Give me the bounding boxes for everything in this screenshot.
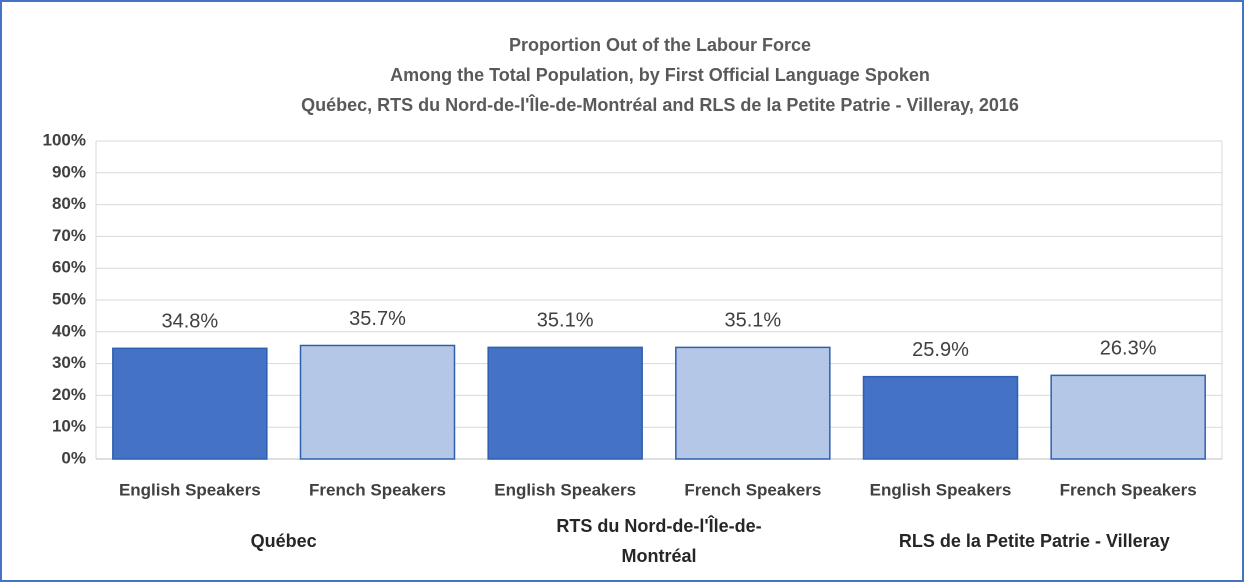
y-tick-label: 40% — [52, 321, 86, 340]
chart-title: Québec, RTS du Nord-de-l'Île-de-Montréal… — [301, 94, 1019, 115]
y-tick-label: 100% — [43, 130, 86, 149]
data-label: 35.1% — [537, 310, 594, 332]
data-label: 35.1% — [724, 310, 781, 332]
data-label: 34.8% — [161, 311, 218, 333]
bar — [675, 346, 831, 460]
y-tick-label: 30% — [52, 353, 86, 372]
x-tick-label: English Speakers — [119, 480, 261, 499]
y-tick-label: 50% — [52, 289, 86, 308]
group-label: RTS du Nord-de-l'Île-de-Montréal — [556, 516, 762, 566]
y-tick-label: 80% — [52, 194, 86, 213]
y-tick-label: 70% — [52, 226, 86, 245]
data-label: 26.3% — [1100, 338, 1157, 360]
data-label: 25.9% — [912, 339, 969, 361]
y-tick-label: 0% — [61, 448, 86, 467]
group-label: Québec — [250, 531, 317, 551]
bar — [112, 347, 268, 460]
chart-title: Among the Total Population, by First Off… — [390, 65, 930, 85]
group-label: RLS de la Petite Patrie - Villeray — [898, 531, 1170, 551]
x-tick-label: French Speakers — [309, 480, 446, 499]
y-tick-label: 60% — [52, 258, 86, 277]
chart-title: Proportion Out of the Labour Force — [509, 35, 811, 55]
bar — [1050, 374, 1206, 460]
bar — [862, 375, 1019, 460]
x-tick-label: English Speakers — [494, 480, 636, 499]
y-tick-label: 20% — [52, 385, 86, 404]
y-tick-label: 90% — [52, 162, 86, 181]
bar — [487, 346, 643, 460]
bar — [299, 344, 456, 460]
data-label: 35.7% — [349, 308, 406, 330]
x-tick-label: French Speakers — [1060, 480, 1197, 499]
x-tick-label: English Speakers — [870, 480, 1012, 499]
y-tick-label: 10% — [52, 417, 86, 436]
x-tick-label: French Speakers — [684, 480, 821, 499]
